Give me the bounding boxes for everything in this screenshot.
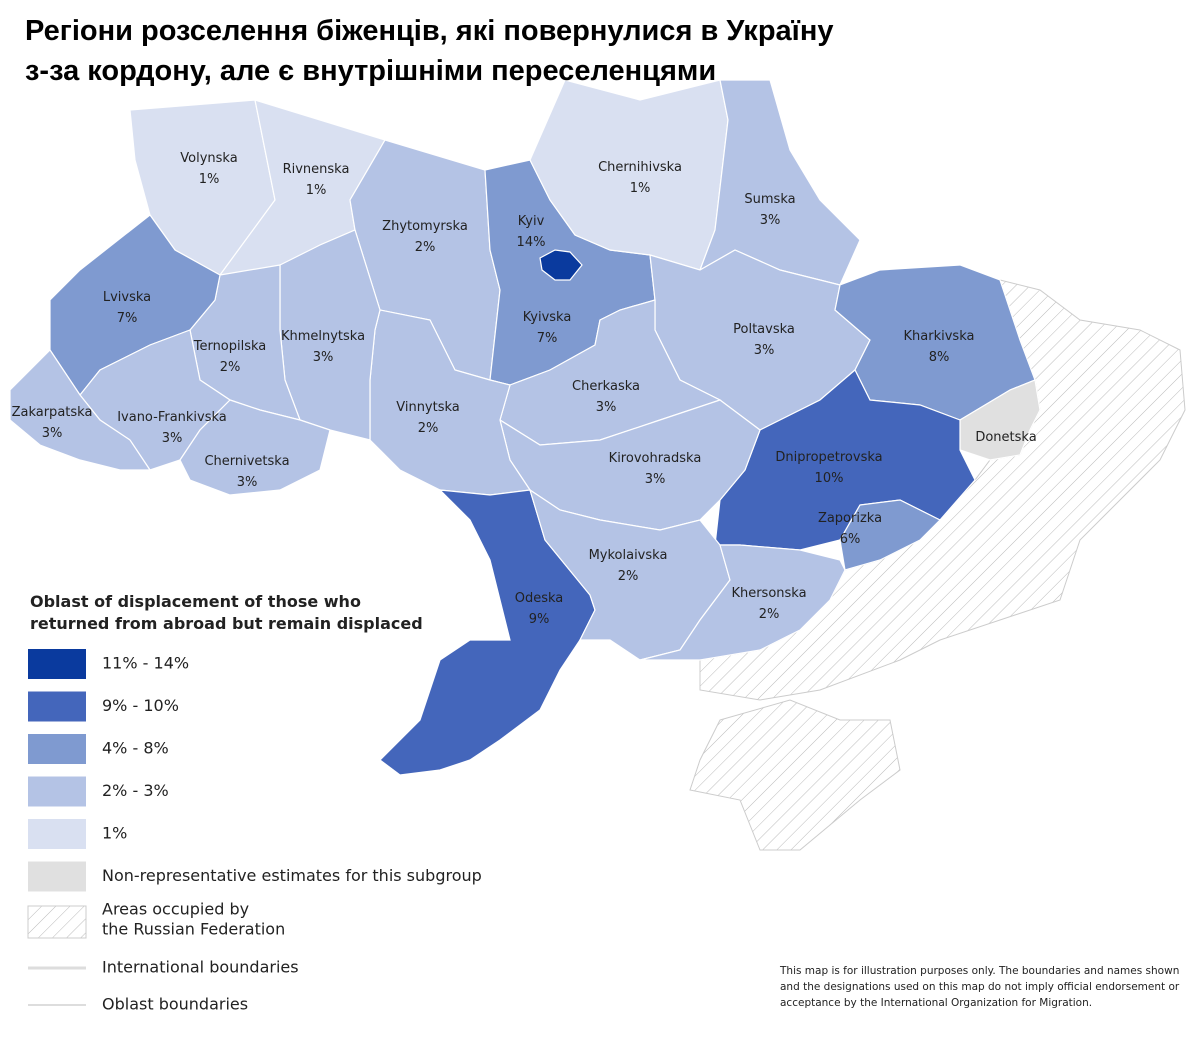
legend-swatch bbox=[28, 649, 86, 679]
region bbox=[639, 544, 846, 661]
legend-label: 1% bbox=[102, 824, 127, 843]
legend-swatch bbox=[28, 691, 86, 722]
region-value: 3% bbox=[313, 350, 334, 365]
region-value: 1% bbox=[199, 172, 220, 187]
legend-label: 11% - 14% bbox=[102, 654, 189, 673]
legend-label: Oblast boundaries bbox=[102, 995, 248, 1014]
legend-label: International boundaries bbox=[102, 958, 299, 977]
region-name: Kirovohradska bbox=[609, 451, 702, 466]
region-name: Khmelnytska bbox=[281, 329, 365, 344]
region-value: 3% bbox=[42, 426, 63, 441]
legend-label: 9% - 10% bbox=[102, 696, 179, 715]
title: Регіони розселення біженців, які поверну… bbox=[25, 15, 833, 87]
region-value: 9% bbox=[529, 612, 550, 627]
legend-label: Areas occupied by bbox=[102, 900, 249, 919]
legend-swatch bbox=[27, 905, 87, 939]
region-value: 2% bbox=[418, 421, 439, 436]
disclaimer-line: acceptance by the International Organiza… bbox=[780, 997, 1092, 1009]
region-name: Volynska bbox=[180, 151, 237, 166]
region-name: Kharkivska bbox=[904, 329, 975, 344]
region-name: Dnipropetrovska bbox=[775, 450, 882, 465]
region-name: Sumska bbox=[744, 192, 795, 207]
legend-label: the Russian Federation bbox=[102, 920, 285, 939]
region-value: 2% bbox=[618, 569, 639, 584]
region-value: 7% bbox=[537, 331, 558, 346]
legend-label: 4% - 8% bbox=[102, 739, 169, 758]
region-value: 3% bbox=[237, 475, 258, 490]
legend-swatch bbox=[28, 776, 86, 807]
region-value: 2% bbox=[220, 360, 241, 375]
region-name: Ternopilska bbox=[193, 339, 267, 354]
region-value: 10% bbox=[815, 471, 844, 486]
region-value: 6% bbox=[840, 532, 861, 547]
region bbox=[839, 499, 942, 571]
legend-title: Oblast of displacement of those who bbox=[30, 592, 361, 611]
region-value: 2% bbox=[415, 240, 436, 255]
legend-label: Non-representative estimates for this su… bbox=[102, 866, 482, 885]
region bbox=[959, 379, 1041, 461]
region-name: Cherkaska bbox=[572, 379, 640, 394]
legend-swatch bbox=[28, 819, 86, 849]
region-name: Rivnenska bbox=[283, 162, 350, 177]
occupied-area bbox=[689, 699, 901, 851]
region-value: 1% bbox=[306, 183, 327, 198]
region-name: Mykolaivska bbox=[589, 548, 668, 563]
region-value: 8% bbox=[929, 350, 950, 365]
disclaimer-line: and the designations used on this map do… bbox=[780, 981, 1180, 993]
region-value: 3% bbox=[760, 213, 781, 228]
region-value: 3% bbox=[754, 343, 775, 358]
region-name: Zaporizka bbox=[818, 511, 882, 526]
disclaimer-line: This map is for illustration purposes on… bbox=[779, 965, 1179, 977]
region-value: 3% bbox=[596, 400, 617, 415]
title-line: з-за кордону, але є внутрішніми переселе… bbox=[25, 55, 716, 87]
legend-swatch bbox=[28, 861, 86, 892]
region-value: 3% bbox=[645, 472, 666, 487]
region-name: Kyiv bbox=[518, 214, 545, 229]
region-name: Poltavska bbox=[733, 322, 795, 337]
legend: Oblast of displacement of those who retur… bbox=[27, 592, 482, 1014]
disclaimer: This map is for illustration purposes on… bbox=[779, 965, 1180, 1009]
region-name: Zakarpatska bbox=[12, 405, 93, 420]
region bbox=[539, 249, 583, 281]
legend-label: 2% - 3% bbox=[102, 781, 169, 800]
region-value: 1% bbox=[630, 181, 651, 196]
region-value: 3% bbox=[162, 431, 183, 446]
region-name: Odeska bbox=[515, 591, 564, 606]
title-line: Регіони розселення біженців, які поверну… bbox=[25, 15, 833, 47]
region-name: Chernivetska bbox=[204, 454, 289, 469]
region-value: 2% bbox=[759, 607, 780, 622]
legend-title: returned from abroad but remain displace… bbox=[30, 614, 423, 633]
region-name: Donetska bbox=[975, 430, 1036, 445]
regions bbox=[9, 79, 1041, 776]
region-name: Khersonska bbox=[731, 586, 806, 601]
region bbox=[9, 349, 152, 471]
region-name: Vinnytska bbox=[396, 400, 460, 415]
region-name: Kyivska bbox=[523, 310, 572, 325]
region-labels: Volynska 1% Rivnenska 1% Zhytomyrska 2% Kyivsk… bbox=[12, 151, 1037, 627]
region-name: Zhytomyrska bbox=[382, 219, 468, 234]
region-name: Chernihivska bbox=[598, 160, 682, 175]
region bbox=[179, 399, 331, 496]
region-value: 7% bbox=[117, 311, 138, 326]
legend-swatch bbox=[28, 734, 86, 764]
region-name: Ivano-Frankivska bbox=[117, 410, 227, 425]
region-value: 14% bbox=[517, 235, 546, 250]
region-name: Lvivska bbox=[103, 290, 151, 305]
